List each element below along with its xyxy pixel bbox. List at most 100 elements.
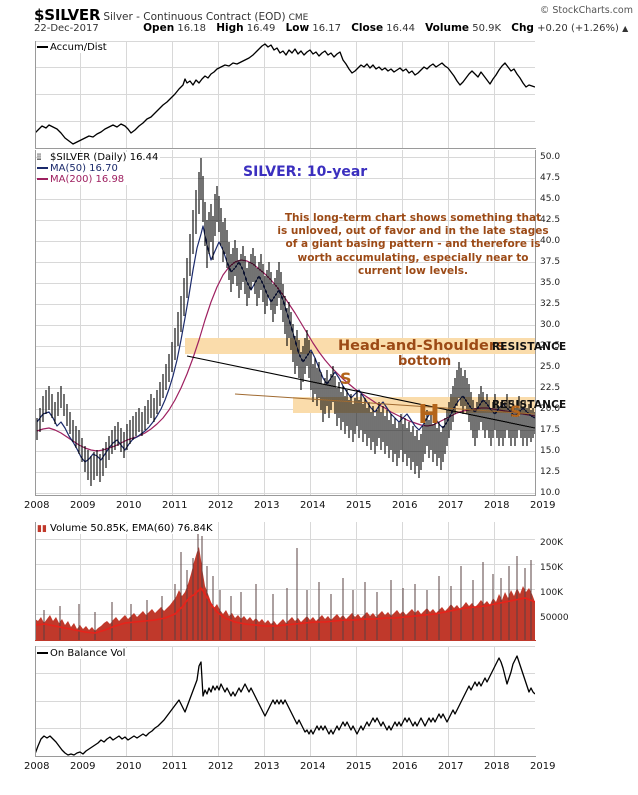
volume-legend: ▮▮ Volume 50.85K, EMA(60) 76.84K bbox=[37, 523, 215, 534]
price-x-tick: 2014 bbox=[300, 500, 326, 511]
price-y-tick: 10.0 bbox=[540, 488, 561, 498]
head-and-shoulders-sublabel: bottom bbox=[398, 354, 452, 369]
quote-high: High 16.49 bbox=[216, 22, 276, 34]
price-y-tick: 30.0 bbox=[540, 320, 561, 330]
volume-y-tick: 100K bbox=[540, 588, 564, 598]
price-y-tick: 15.0 bbox=[540, 446, 561, 456]
chart-annotation-body: This long-term chart shows something tha… bbox=[277, 212, 549, 277]
price-y-tick: 25.0 bbox=[540, 362, 561, 372]
left-shoulder-label: S bbox=[340, 369, 352, 388]
right-shoulder-label: S bbox=[510, 402, 522, 421]
volume-y-tick: 50000 bbox=[540, 613, 569, 623]
obv-x-tick: 2016 bbox=[392, 761, 418, 772]
price-y-tick: 37.5 bbox=[540, 257, 561, 267]
accum-dist-legend-label: Accum/Dist bbox=[50, 42, 107, 53]
obv-line bbox=[35, 655, 535, 756]
price-y-tick: 12.5 bbox=[540, 467, 561, 477]
accum-dist-x-axis bbox=[35, 148, 536, 149]
volume-y-tick: 200K bbox=[540, 538, 564, 548]
obv-x-tick: 2010 bbox=[116, 761, 142, 772]
ma200-line bbox=[36, 259, 535, 452]
upper-resistance-band bbox=[185, 338, 535, 354]
volume-svg bbox=[35, 522, 535, 640]
price-legend-ma200: MA(200) 16.98 bbox=[37, 174, 158, 185]
volume-x-axis bbox=[35, 640, 536, 641]
symbol-ticker: $SILVER bbox=[34, 6, 101, 24]
price-y-tick: 40.0 bbox=[540, 236, 561, 246]
price-y-tick: 17.5 bbox=[540, 425, 561, 435]
price-x-tick: 2017 bbox=[438, 500, 464, 511]
upper-downtrend-line bbox=[186, 355, 535, 429]
symbol-exchange: CME bbox=[288, 13, 309, 23]
volume-y-tick: 150K bbox=[540, 563, 564, 573]
price-y-tick: 35.0 bbox=[540, 278, 561, 288]
price-y-axis bbox=[35, 150, 36, 496]
accum-dist-y-axis bbox=[35, 41, 36, 149]
grid-lines bbox=[35, 646, 535, 756]
price-x-axis bbox=[35, 495, 536, 496]
price-y-tick: 42.5 bbox=[540, 215, 561, 225]
price-y-tick: 45.0 bbox=[540, 194, 561, 204]
volume-ema-line bbox=[35, 587, 535, 634]
price-x-tick: 2010 bbox=[116, 500, 142, 511]
price-x-tick: 2018 bbox=[484, 500, 510, 511]
obv-x-tick: 2011 bbox=[162, 761, 188, 772]
obv-x-tick: 2013 bbox=[254, 761, 280, 772]
header-quote-line: 22-Dec-2017 Open 16.18 High 16.49 Low 16… bbox=[34, 22, 635, 34]
upper-resistance-label: RESISTANCE bbox=[492, 341, 567, 353]
volume-area bbox=[35, 547, 535, 640]
price-x-tick: 2012 bbox=[208, 500, 234, 511]
price-x-tick: 2013 bbox=[254, 500, 280, 511]
symbol-description: Silver - Continuous Contract (EOD) bbox=[103, 11, 286, 23]
lower-downtrend-line bbox=[234, 393, 535, 415]
accum-dist-plot bbox=[35, 41, 535, 148]
quote-date: 22-Dec-2017 bbox=[34, 23, 99, 34]
head-and-shoulders-label: Head-and-Shoulders bbox=[338, 338, 505, 354]
accum-dist-svg bbox=[35, 41, 535, 148]
obv-y-axis bbox=[35, 646, 36, 757]
up-arrow-icon: ▲ bbox=[622, 24, 629, 33]
price-x-tick: 2016 bbox=[392, 500, 418, 511]
head-label: H bbox=[418, 400, 440, 430]
obv-plot bbox=[35, 646, 535, 756]
obv-legend-label: On Balance Vol bbox=[50, 648, 126, 659]
price-legend-ma50: MA(50) 16.70 bbox=[37, 163, 158, 174]
price-legend: ⦙⦙ $SILVER (Daily) 16.44 MA(50) 16.70 MA(… bbox=[37, 152, 161, 185]
price-y-tick: 20.0 bbox=[540, 404, 561, 414]
price-y-axis-right bbox=[535, 150, 536, 496]
lower-resistance-label: RESISTANCE bbox=[492, 399, 567, 411]
chart-header: $SILVER Silver - Continuous Contract (EOD… bbox=[0, 0, 638, 34]
price-y-tick: 27.5 bbox=[540, 341, 561, 351]
price-y-tick: 22.5 bbox=[540, 383, 561, 393]
obv-x-tick: 2018 bbox=[484, 761, 510, 772]
price-plot bbox=[35, 150, 535, 495]
obv-x-axis bbox=[35, 756, 536, 757]
obv-x-tick: 2014 bbox=[300, 761, 326, 772]
grid-lines bbox=[35, 41, 535, 148]
price-x-tick: 2011 bbox=[162, 500, 188, 511]
obv-x-tick: 2015 bbox=[346, 761, 372, 772]
stockcharts-watermark: © StockCharts.com bbox=[539, 5, 633, 16]
price-x-tick: 2019 bbox=[530, 500, 556, 511]
price-x-tick: 2009 bbox=[70, 500, 96, 511]
quote-volume: Volume 50.9K bbox=[425, 22, 502, 34]
volume-legend-label: Volume 50.85K, EMA(60) 76.84K bbox=[50, 523, 213, 534]
obv-x-tick: 2008 bbox=[24, 761, 50, 772]
quote-close: Close 16.44 bbox=[351, 22, 415, 34]
obv-x-tick: 2012 bbox=[208, 761, 234, 772]
price-y-tick: 32.5 bbox=[540, 299, 561, 309]
price-x-tick: 2015 bbox=[346, 500, 372, 511]
quote-change: Chg +0.20 (+1.26%) ▲ bbox=[511, 22, 629, 34]
obv-x-tick: 2017 bbox=[438, 761, 464, 772]
price-svg bbox=[35, 150, 535, 495]
quote-open: Open 16.18 bbox=[143, 22, 206, 34]
volume-y-axis bbox=[35, 522, 36, 641]
price-y-tick: 50.0 bbox=[540, 152, 561, 162]
accum-dist-line bbox=[35, 43, 535, 145]
volume-legend-label-row: ▮▮ Volume 50.85K, EMA(60) 76.84K bbox=[37, 523, 213, 534]
price-x-tick: 2008 bbox=[24, 500, 50, 511]
quote-low: Low 16.17 bbox=[285, 22, 342, 34]
obv-legend: On Balance Vol bbox=[37, 648, 128, 659]
volume-plot bbox=[35, 522, 535, 640]
